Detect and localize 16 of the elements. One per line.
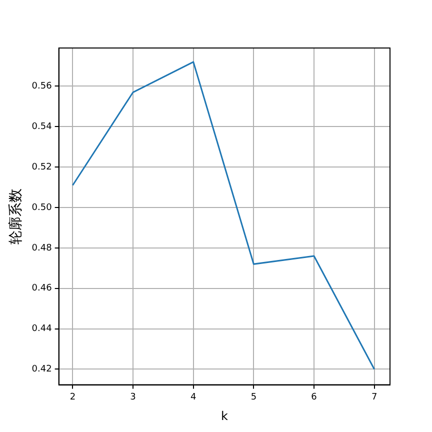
y-tick-label: 0.46 (32, 284, 52, 294)
y-tick-label: 0.48 (32, 243, 52, 254)
x-axis-title: k (220, 408, 228, 423)
y-tick-label: 0.44 (32, 324, 52, 334)
x-tick-label: 2 (70, 392, 76, 403)
y-tick-label: 0.56 (32, 82, 52, 92)
x-tick-label: 7 (371, 392, 378, 403)
y-tick-label: 0.52 (32, 162, 52, 172)
x-tick-label: 5 (250, 392, 257, 403)
y-axis-title: 轮廓系数 (8, 188, 24, 244)
x-tick-label: 3 (130, 392, 136, 403)
y-tick-label: 0.42 (32, 364, 52, 375)
x-tick-label: 4 (190, 392, 196, 403)
y-tick-label: 0.54 (32, 122, 52, 132)
x-tick-label: 6 (311, 392, 318, 403)
y-tick-label: 0.50 (32, 202, 52, 213)
